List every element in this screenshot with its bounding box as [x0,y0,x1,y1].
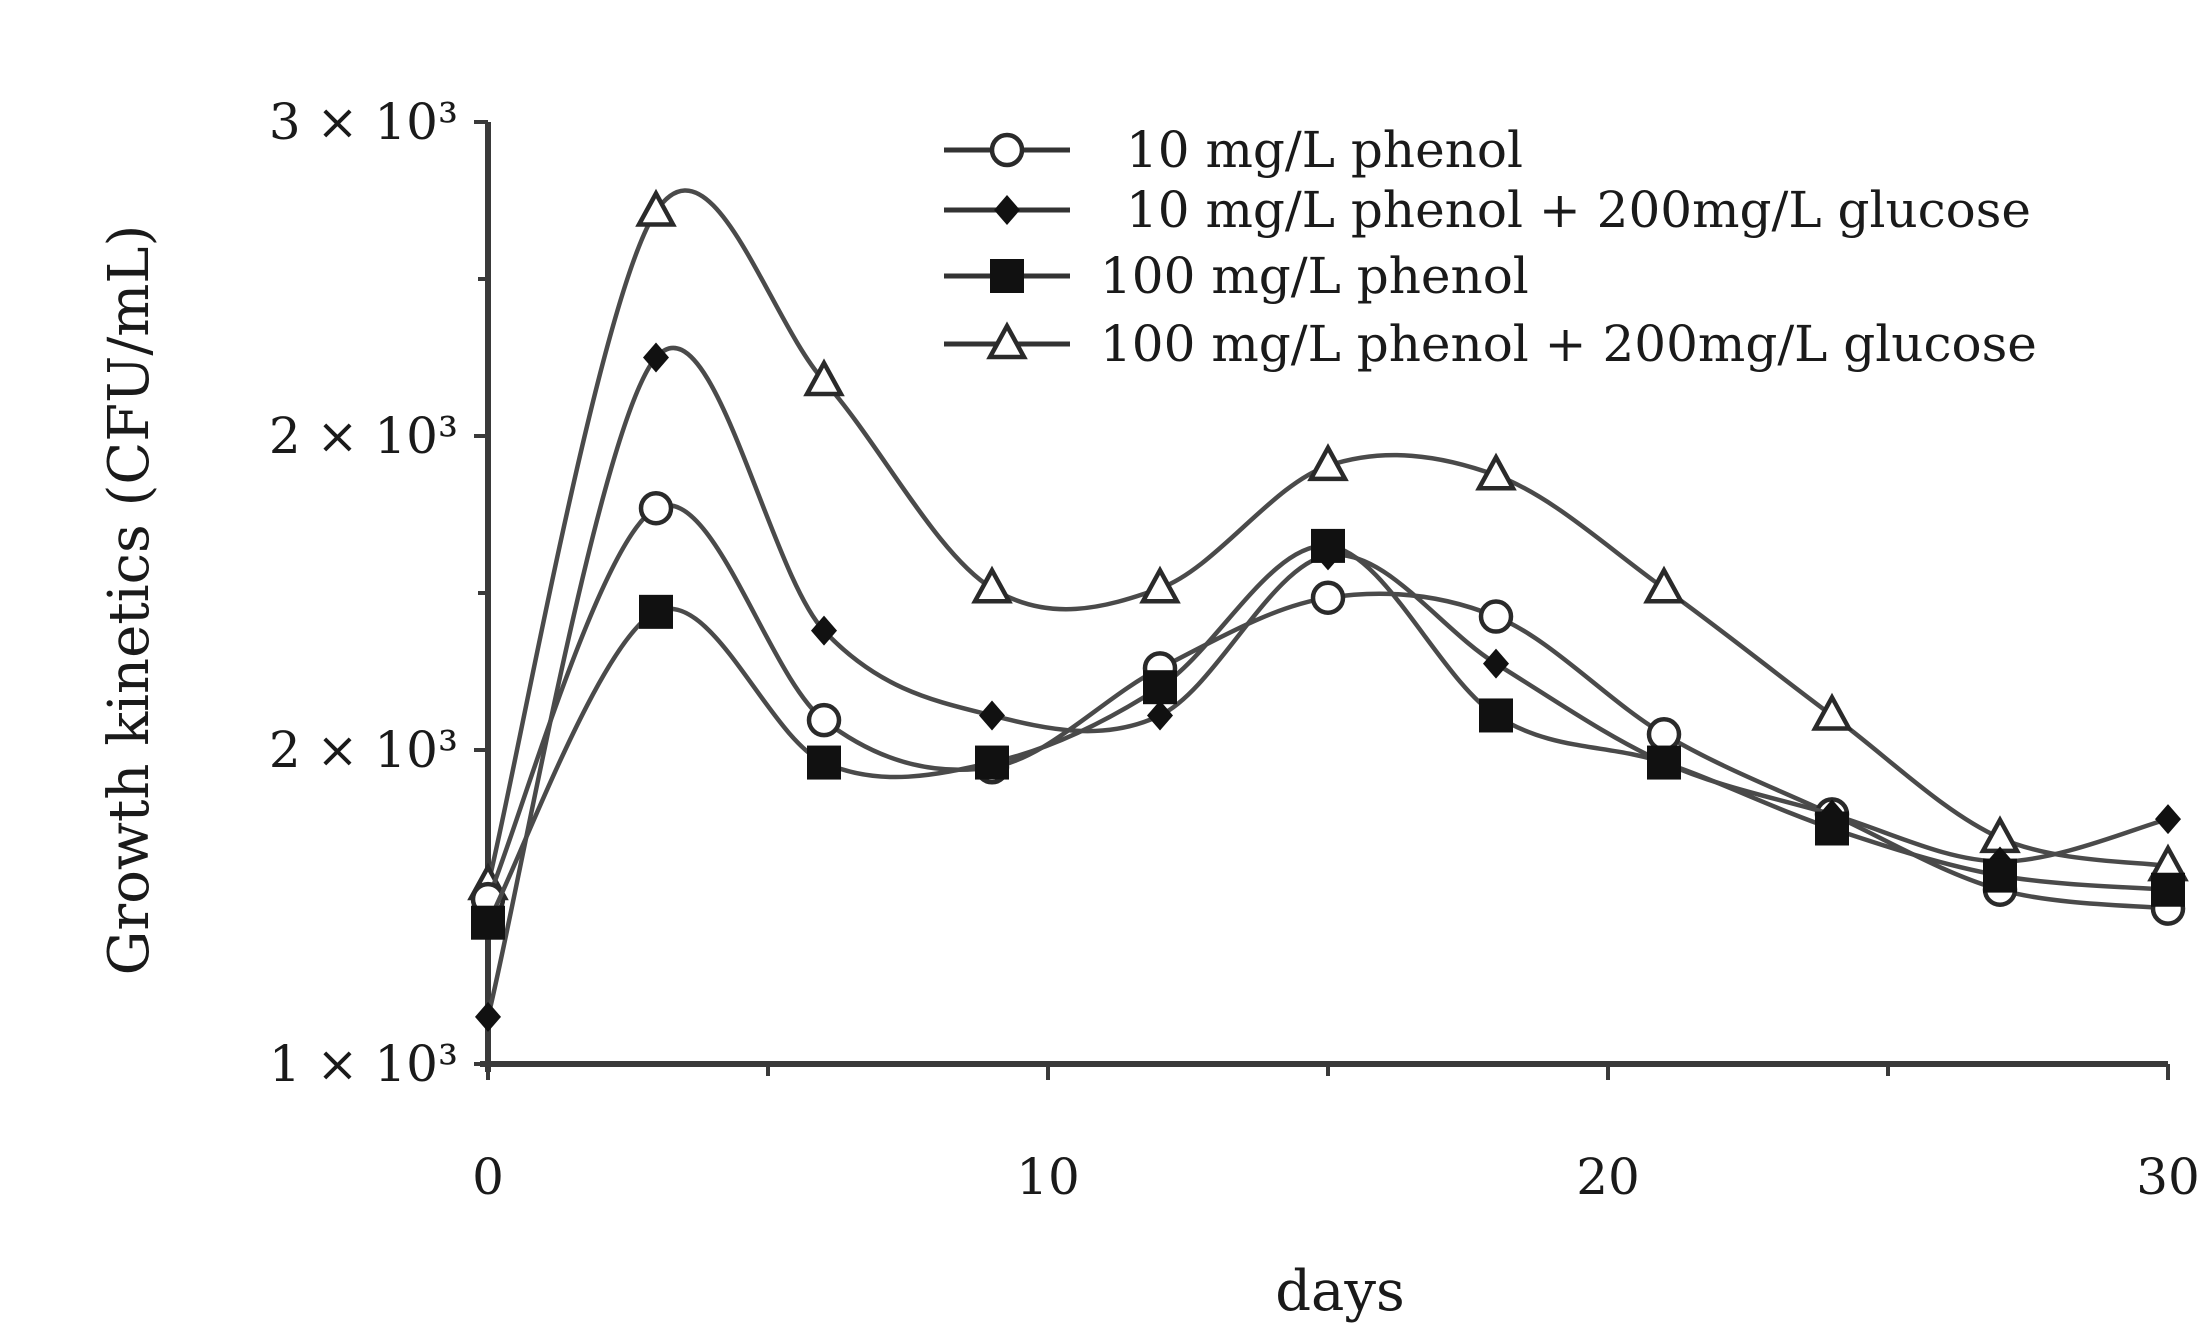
data-point [1307,443,1349,482]
x-ticks: 0 10 20 30 [472,1064,2200,1206]
legend-marker [986,321,1028,360]
data-point [971,565,1013,604]
data-point [638,490,674,526]
y-axis-title: Growth kinetics (CFU/mL) [97,225,162,976]
data-point [475,1001,501,1032]
data-point [639,594,673,629]
y-ticks: 1 × 10³ 2 × 10³ 2 × 10³ 3 × 10³ [269,93,488,1093]
legend-label: 10 mg/L phenol + 200mg/L glucose [1126,181,2031,239]
data-point [471,905,505,940]
x-tick-label: 0 [472,1148,504,1206]
legend-item: 100 mg/L phenol [944,247,1529,305]
x-axis-title: days [1275,1259,1405,1324]
data-point [1475,452,1517,491]
data-point [1815,811,1849,846]
legend-item: 100 mg/L phenol + 200mg/L glucose [944,315,2037,373]
x-tick-label: 10 [1016,1148,1080,1206]
data-point [1979,815,2021,854]
legend-label: 100 mg/L phenol + 200mg/L glucose [1100,315,2037,373]
data-point [803,358,845,397]
x-tick-label: 20 [1576,1148,1640,1206]
legend-marker [989,132,1025,168]
series-3 [471,528,2185,940]
y-tick-label: 1 × 10³ [269,1035,458,1093]
legend-label: 100 mg/L phenol [1100,247,1529,305]
data-point [2155,804,2181,835]
data-point [1310,580,1346,615]
data-point [1646,717,1682,752]
data-point [643,342,669,373]
data-point [1643,565,1685,604]
data-point [811,615,837,646]
data-point [975,745,1009,780]
axes: 1 × 10³ 2 × 10³ 2 × 10³ 3 × 10³ 0 10 20 30 [269,93,2200,1206]
data-point [635,188,677,227]
data-point [1139,565,1181,604]
data-point [1311,528,1345,563]
legend-label: 10 mg/L phenol [1126,121,1523,179]
data-point [1147,700,1173,731]
legend-item: 10 mg/L phenol [944,121,1523,179]
series-group [467,188,2189,1032]
series-line [485,503,2169,911]
data-point [1983,858,2017,893]
data-point [2151,872,2185,907]
series-4 [467,188,2189,901]
data-point [1647,745,1681,780]
legend-marker [994,195,1020,225]
data-point [1479,698,1513,733]
series-line [486,543,2169,924]
data-point [1483,648,1509,679]
y-tick-label: 2 × 10³ [269,721,458,779]
y-tick-label: 3 × 10³ [269,93,458,151]
data-point [1811,692,1853,731]
data-point [1143,670,1177,705]
legend-marker [990,259,1024,293]
x-tick-label: 30 [2136,1148,2200,1206]
data-point [807,745,841,780]
data-point [1478,599,1514,634]
y-tick-label: 2 × 10³ [269,407,458,465]
legend-item: 10 mg/L phenol + 200mg/L glucose [944,181,2031,239]
data-point [979,700,1005,731]
data-point [806,702,842,738]
